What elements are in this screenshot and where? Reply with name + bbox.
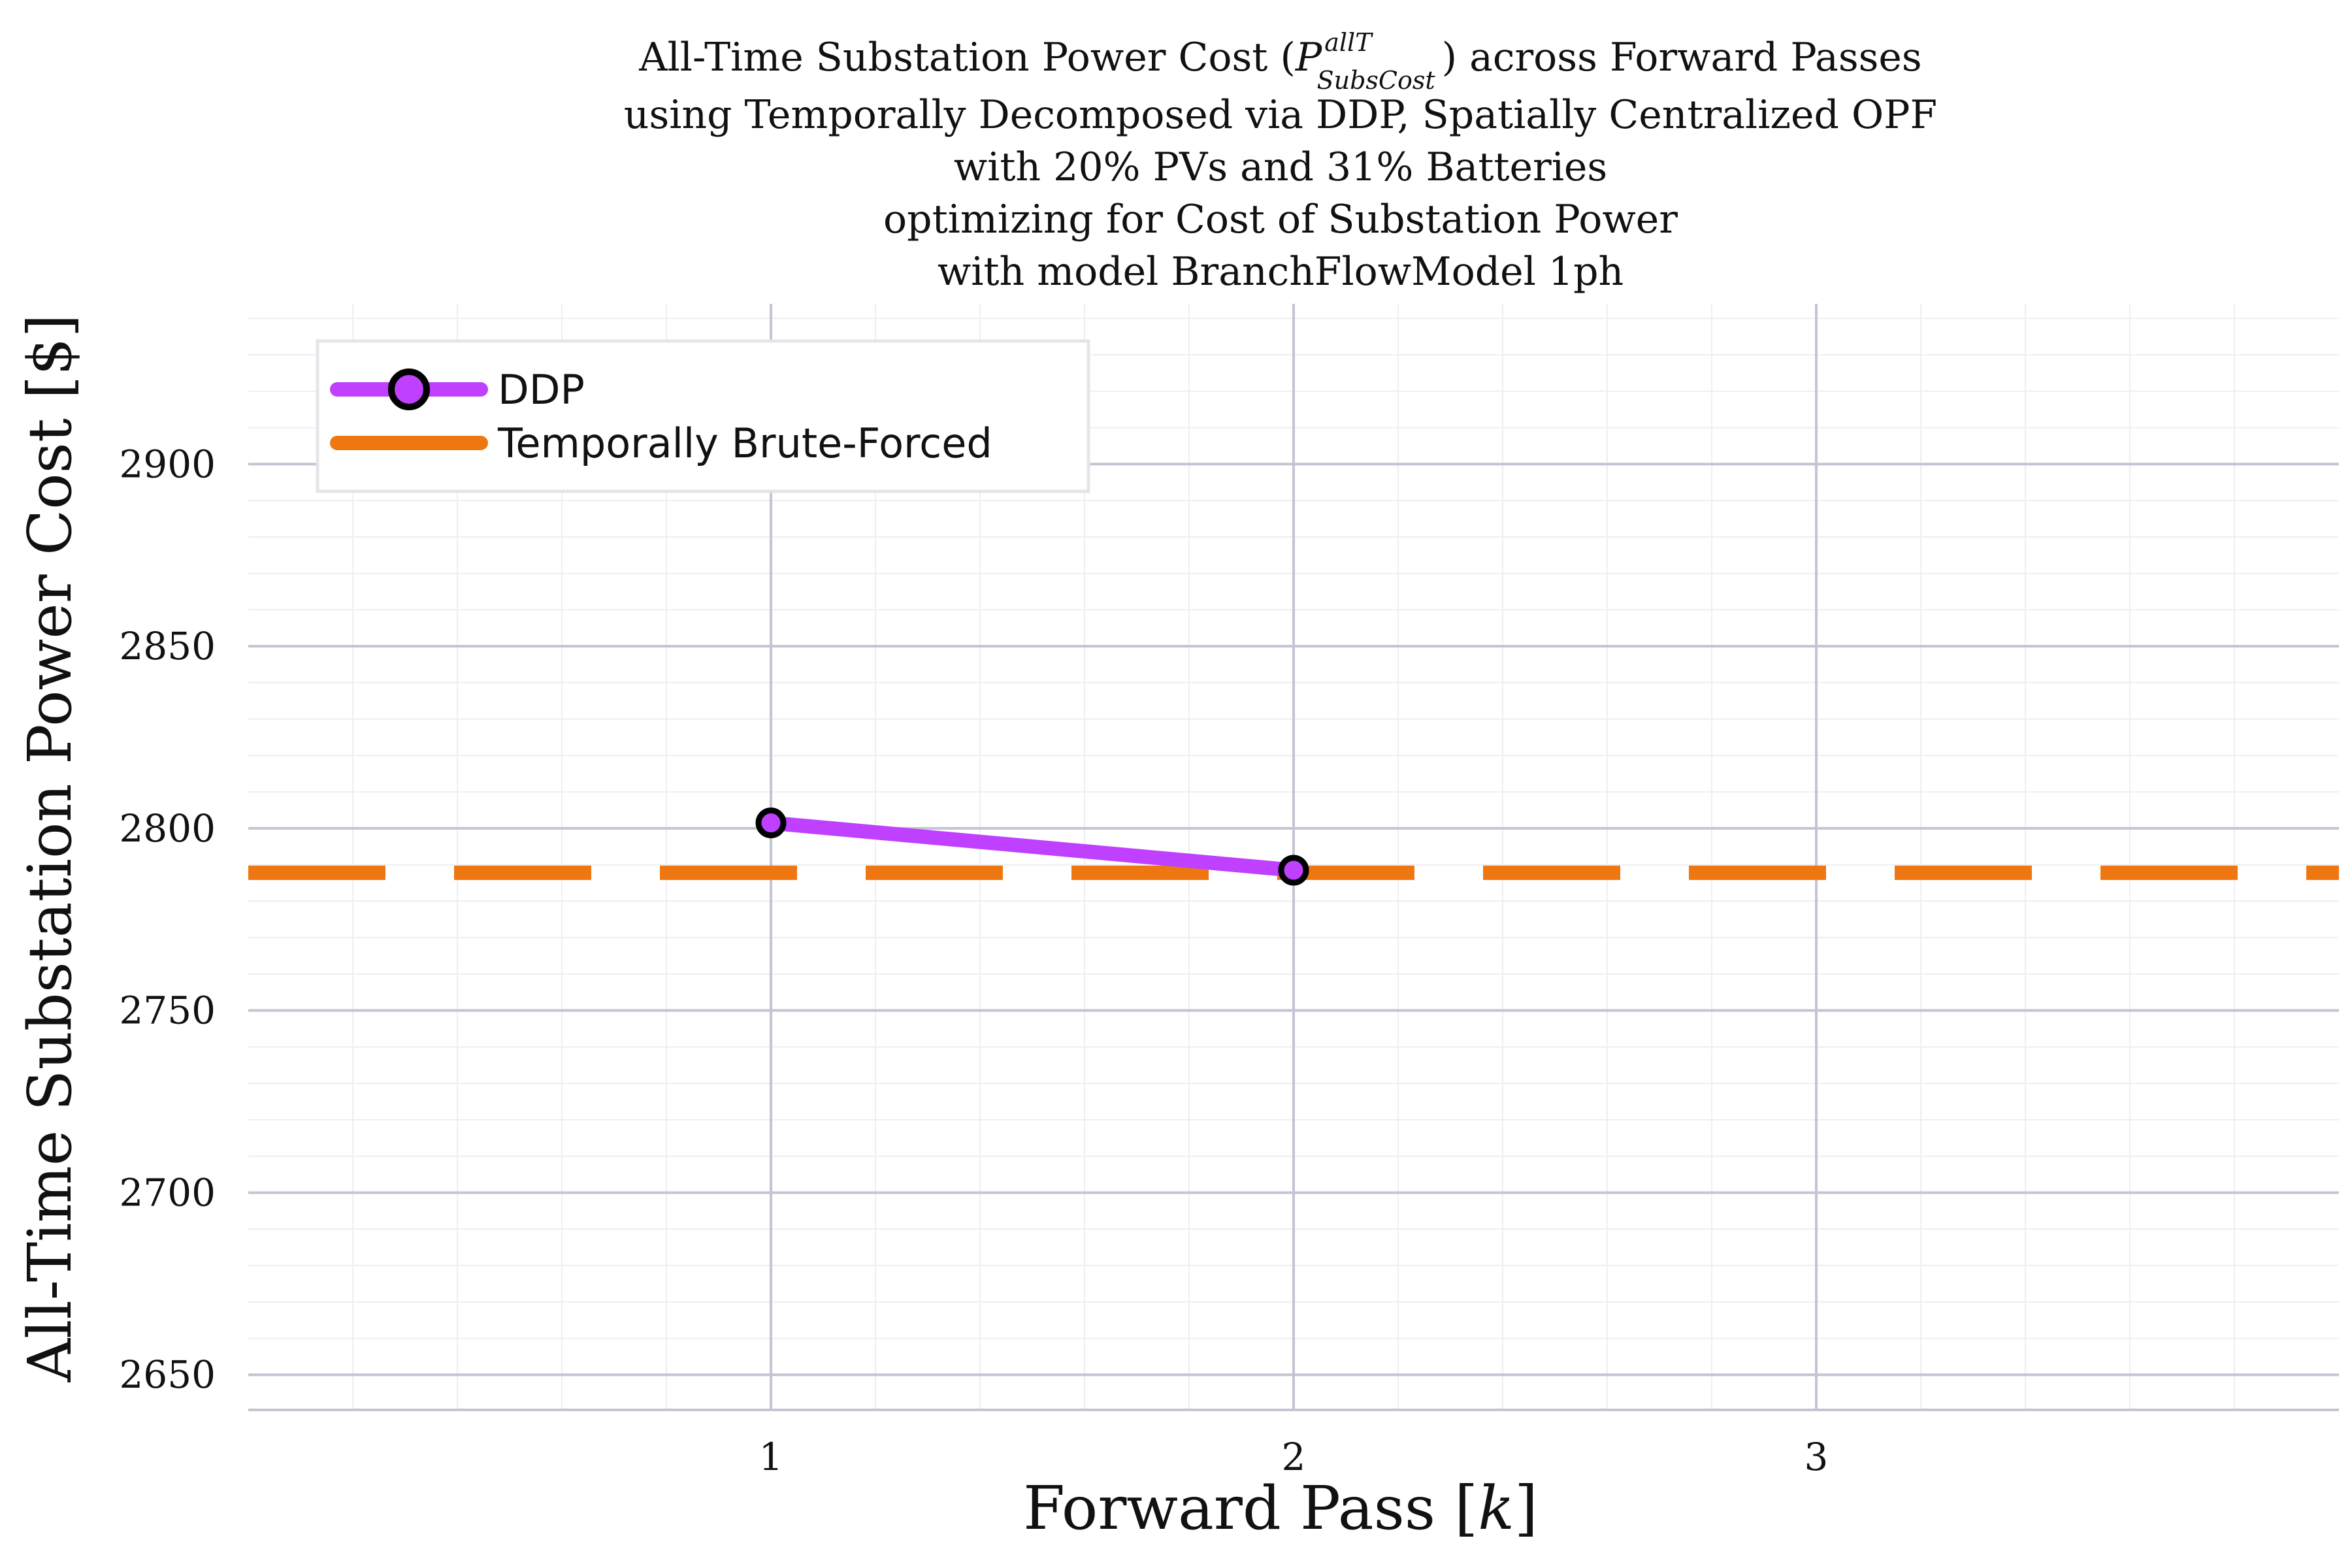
title-line-1: All-Time Substation Power Cost (P allT Sub… [638, 28, 1921, 95]
legend-ddp-marker [388, 368, 430, 410]
ddp-line [770, 815, 1294, 877]
tick-labels: 1 2 3 2650 2700 2750 2800 2850 2900 [119, 442, 1828, 1479]
major-grid [248, 304, 2339, 1411]
y-tick-label: 2650 [119, 1352, 216, 1397]
y-tick-label: 2800 [119, 806, 216, 851]
title-line-3: with 20% PVs and 31% Batteries [954, 144, 1607, 190]
x-tick-label: 3 [1805, 1435, 1829, 1479]
legend-box [316, 339, 1090, 493]
title-symbol-sub: SubsCost [1317, 66, 1436, 95]
x-axis-label-var: k [1478, 1473, 1514, 1543]
x-tick-label: 1 [759, 1435, 783, 1479]
ddp-point [1278, 855, 1309, 886]
y-axis-label: All-Time Substation Power Cost [$] [15, 314, 85, 1383]
x-axis-label: Forward Pass [k] [1023, 1473, 1538, 1543]
title-symbol-base: P [1295, 35, 1323, 80]
y-tick-label: 2700 [119, 1170, 216, 1215]
series-layer [248, 808, 2339, 886]
legend-brute-label: Temporally Brute-Forced [497, 419, 992, 467]
chart-title: All-Time Substation Power Cost (P allT Sub… [624, 28, 1937, 295]
title-line-4: optimizing for Cost of Substation Power [883, 197, 1678, 242]
title-symbol-sup: allT [1324, 28, 1373, 57]
legend-ddp-label: DDP [498, 366, 585, 414]
x-axis-label-close: ] [1514, 1473, 1538, 1543]
y-tick-label: 2850 [119, 624, 216, 668]
title-line-1-suffix: ) across Forward Passes [1442, 35, 1922, 80]
x-axis-label-text: Forward Pass [ [1023, 1473, 1478, 1543]
x-tick-label: 2 [1282, 1435, 1306, 1479]
legend: DDP Temporally Brute-Forced [316, 339, 1090, 493]
y-tick-label: 2900 [119, 442, 216, 486]
ddp-point [755, 808, 787, 839]
y-tick-label: 2750 [119, 988, 216, 1033]
title-line-5: with model BranchFlowModel 1ph [938, 249, 1624, 295]
title-line-1-text: All-Time Substation Power Cost ( [638, 35, 1296, 80]
title-line-2: using Temporally Decomposed via DDP, Spa… [624, 92, 1937, 138]
